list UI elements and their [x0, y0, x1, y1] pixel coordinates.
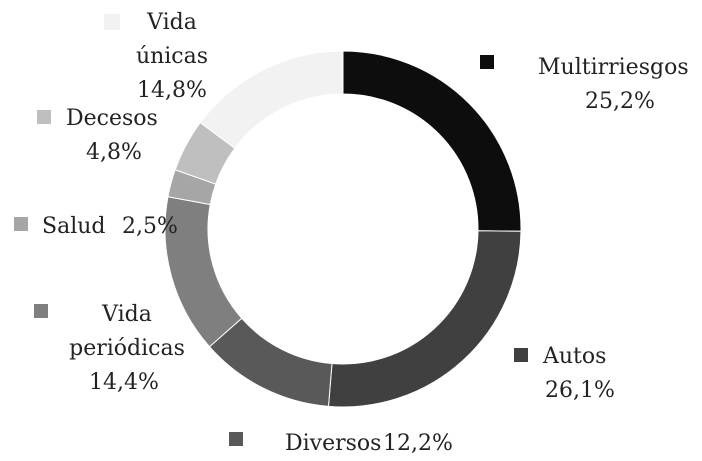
- legend-label: Autos: [543, 344, 607, 369]
- legend-label: Vida únicas: [135, 10, 209, 69]
- data-label: 4,8%: [86, 140, 142, 165]
- legend-marker: [34, 304, 48, 318]
- legend-marker: [37, 110, 51, 124]
- legend-marker: [514, 348, 528, 362]
- donut-segment: [327, 230, 522, 408]
- data-label: 2,5%: [122, 214, 178, 239]
- legend-label: Decesos: [66, 106, 158, 131]
- data-label: 14,8%: [137, 78, 207, 103]
- data-label: 25,2%: [585, 89, 655, 114]
- legend-label: Vida periódicas: [69, 302, 185, 361]
- data-label: 14,4%: [89, 370, 159, 395]
- donut-segment: [208, 317, 333, 407]
- legend-marker: [480, 55, 494, 69]
- legend-label: Multirriesgos: [538, 55, 689, 80]
- legend-label: Diversos: [285, 431, 382, 456]
- data-label: 12,2%: [383, 431, 453, 456]
- legend-label: Salud: [42, 214, 106, 239]
- donut-segment: [342, 50, 522, 232]
- legend-marker: [229, 432, 243, 446]
- legend-marker: [104, 14, 120, 30]
- donut-segment: [199, 50, 344, 149]
- legend-marker: [14, 217, 28, 231]
- data-label: 26,1%: [545, 378, 615, 403]
